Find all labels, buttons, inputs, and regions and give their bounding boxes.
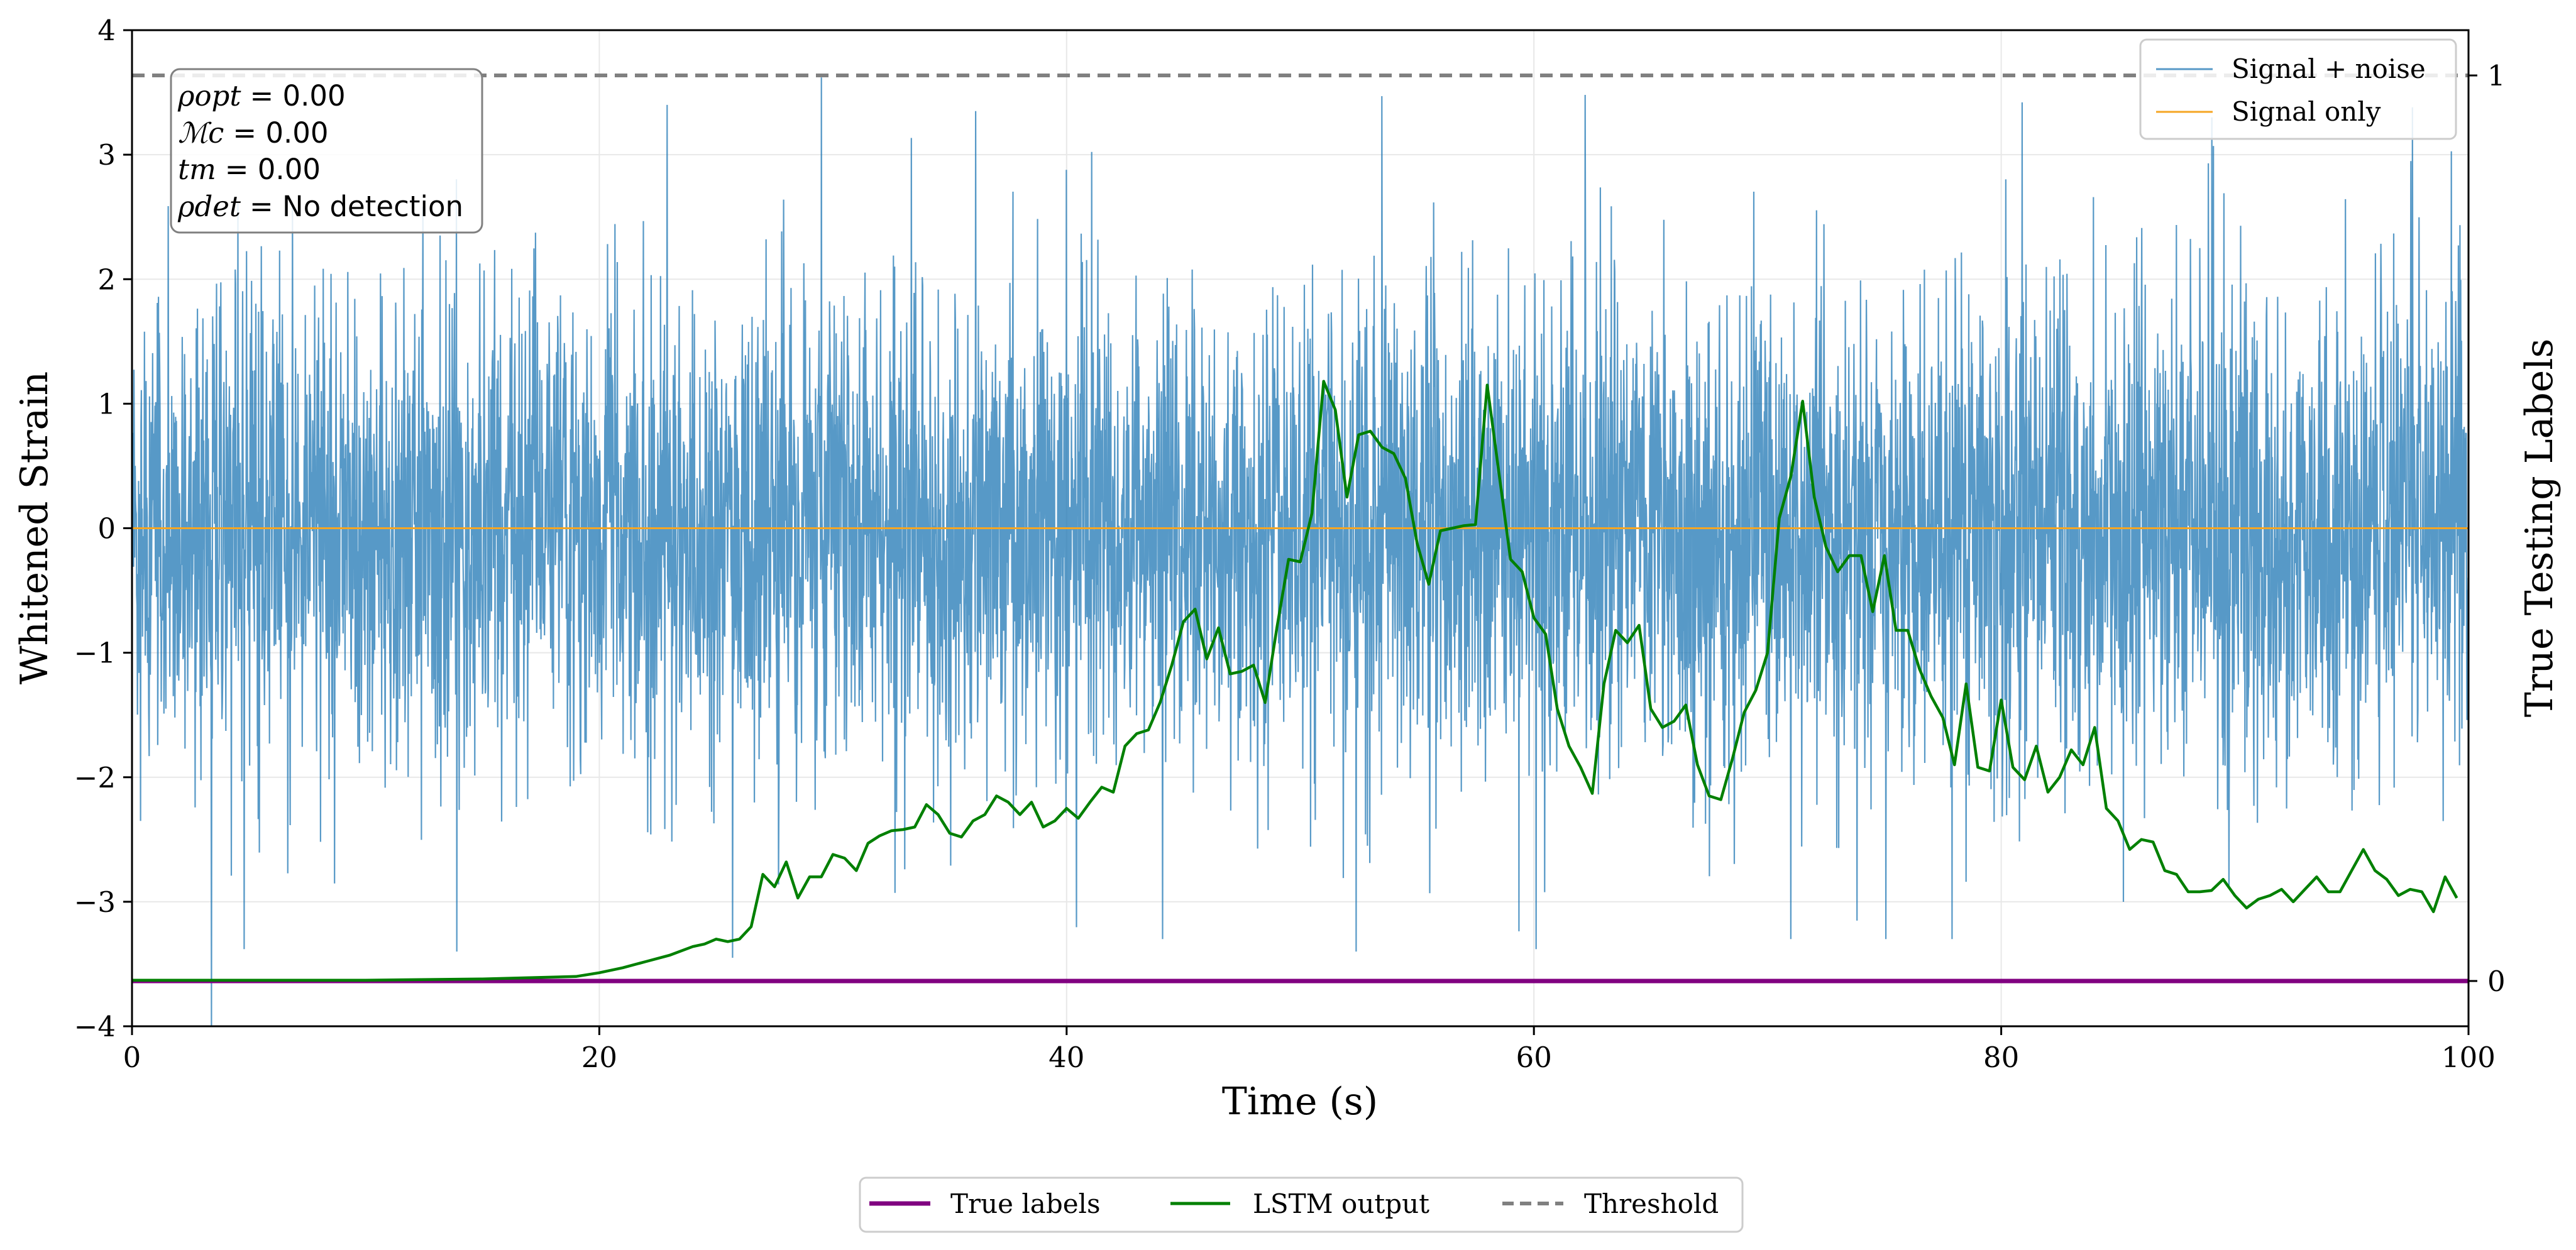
legend-label-signal-only: Signal only [2232, 96, 2381, 127]
plot-area [132, 74, 2469, 1026]
legend-label-true-labels: True labels [950, 1188, 1101, 1219]
legend-outer-frame [859, 1176, 1744, 1233]
x-axis-label: Time (s) [1222, 1080, 1378, 1124]
y-axis-label: Whitened Strain [13, 371, 57, 684]
x-tick-label: 0 [123, 1041, 141, 1074]
legend-outer: True labels LSTM output Threshold [859, 1176, 1744, 1233]
y2-axis-label: True Testing Labels [2518, 339, 2562, 718]
tm-label: tm [178, 153, 216, 186]
legend-inner: Signal + noise Signal only [2139, 38, 2457, 140]
info-tm: tm = 0.00 [178, 153, 321, 186]
y-tick-label: 3 [97, 138, 116, 172]
x-tick-label: 20 [581, 1041, 617, 1074]
legend-label-signal-noise: Signal + noise [2232, 53, 2426, 84]
y2-tick-label: 1 [2487, 59, 2506, 92]
rho-det-value: = No detection [250, 190, 463, 223]
rho-det-label: ρdet [177, 190, 241, 223]
y-tick-label: 0 [97, 512, 116, 546]
y-tick-label: −3 [74, 885, 116, 919]
info-rho-opt: ρopt = 0.00 [177, 79, 346, 112]
legend-label-threshold: Threshold [1584, 1188, 1719, 1219]
x-tick-label: 80 [1983, 1041, 2019, 1074]
legend-inner-frame [2139, 38, 2457, 140]
series-layer [132, 74, 2469, 1026]
rho-opt-label: ρopt [177, 79, 241, 112]
x-tick-label: 60 [1516, 1041, 1552, 1074]
y-tick-label: 4 [97, 14, 116, 47]
x-tick-label: 100 [2441, 1041, 2496, 1074]
x-tick-label: 40 [1049, 1041, 1084, 1074]
y-tick-label: 1 [97, 387, 116, 420]
y2-tick-label: 0 [2487, 965, 2506, 998]
mc-label: ℳc [178, 116, 224, 150]
info-rho-det: ρdet = No detection [177, 190, 463, 223]
info-mc: ℳc = 0.00 [178, 116, 329, 150]
legend-label-lstm-output: LSTM output [1253, 1188, 1429, 1219]
y-tick-label: −4 [74, 1010, 116, 1043]
series-signal-noise [132, 77, 2469, 1026]
series-lstm-output [132, 380, 2458, 982]
y-tick-label: −2 [74, 761, 116, 794]
info-box: ρopt = 0.00 ℳc = 0.00 tm = 0.00 ρdet = No de… [170, 68, 483, 234]
y-tick-label: −1 [74, 637, 116, 670]
info-box-frame [170, 68, 483, 234]
y-tick-label: 2 [97, 263, 116, 296]
tm-value: = 0.00 [225, 153, 321, 186]
mc-value: = 0.00 [233, 116, 328, 150]
rho-opt-value: = 0.00 [250, 79, 345, 112]
